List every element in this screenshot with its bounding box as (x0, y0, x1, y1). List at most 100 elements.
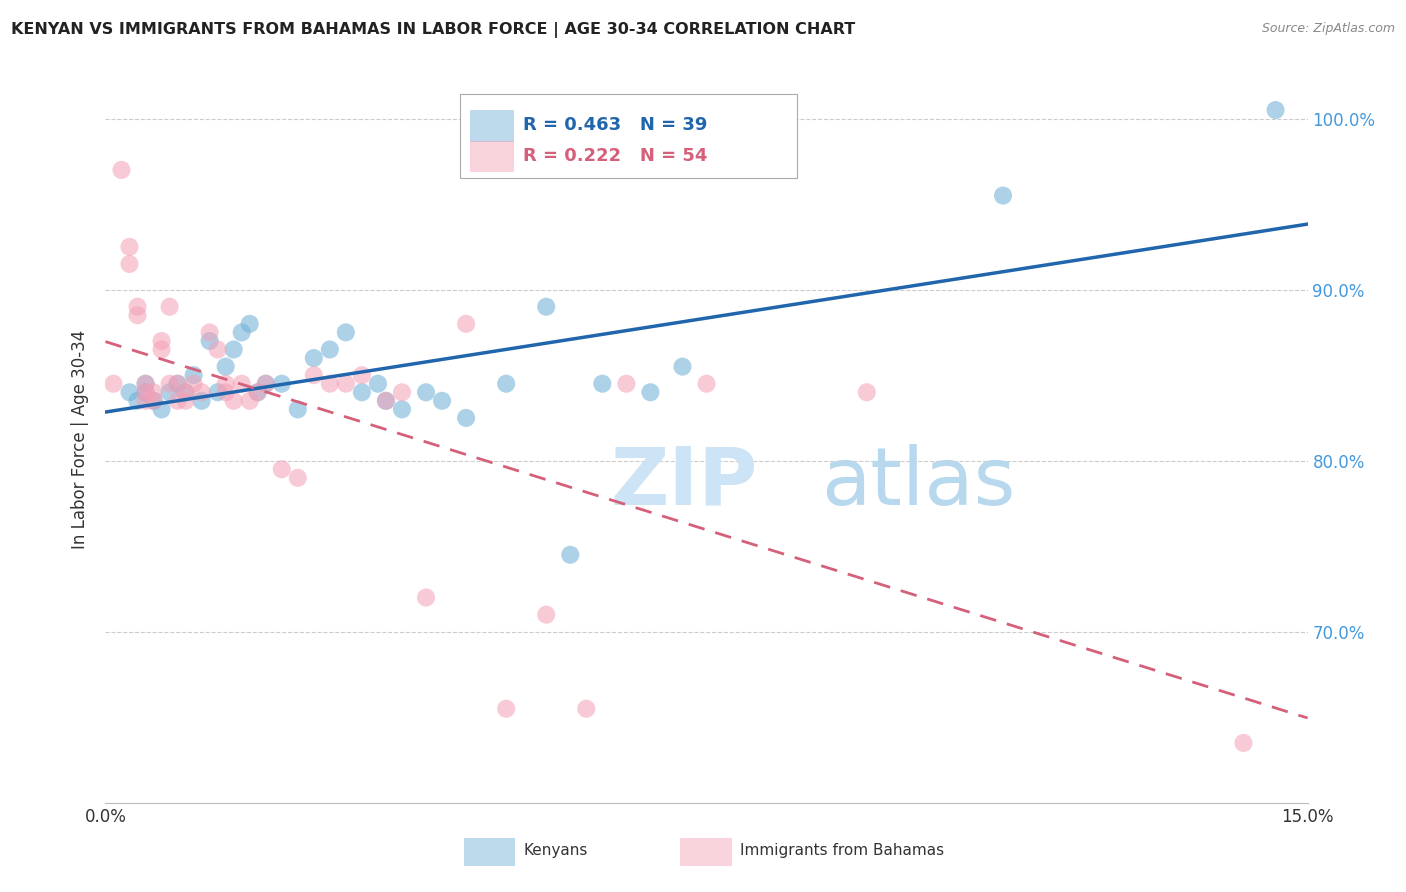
Point (415, 385, 437, 400)
Point (135, 376, 157, 391)
Point (166, 376, 188, 391)
Y-axis label: In Labor Force | Age 30-34: In Labor Force | Age 30-34 (72, 330, 90, 549)
Point (239, 393, 262, 408)
Point (214, 376, 236, 391)
Point (118, 385, 141, 400)
Point (287, 402, 309, 417)
Point (374, 393, 398, 408)
Point (239, 317, 262, 331)
Text: R = 0.463   N = 39: R = 0.463 N = 39 (523, 116, 707, 135)
Point (127, 393, 149, 408)
Point (183, 368, 205, 383)
Point (246, 385, 269, 400)
Point (127, 300, 149, 314)
Text: Immigrants from Bahamas: Immigrants from Bahamas (740, 843, 945, 858)
Point (135, 385, 157, 400)
Point (198, 334, 221, 348)
Point (150, 402, 173, 417)
Point (391, 402, 413, 417)
Point (110, 162, 132, 177)
Text: R = 0.222   N = 54: R = 0.222 N = 54 (523, 147, 707, 165)
Point (222, 393, 245, 408)
Point (287, 471, 309, 485)
Point (150, 343, 173, 357)
Text: KENYAN VS IMMIGRANTS FROM BAHAMAS IN LABOR FORCE | AGE 30-34 CORRELATION CHART: KENYAN VS IMMIGRANTS FROM BAHAMAS IN LAB… (11, 22, 855, 38)
Point (495, 702, 517, 716)
Point (231, 376, 253, 391)
Point (696, 376, 718, 391)
Point (367, 376, 389, 391)
Text: atlas: atlas (821, 444, 1015, 522)
FancyBboxPatch shape (470, 110, 513, 141)
Point (159, 300, 181, 314)
Point (254, 376, 277, 391)
Point (214, 359, 236, 374)
Point (207, 343, 229, 357)
Point (415, 591, 437, 605)
Point (855, 385, 877, 400)
Point (495, 376, 517, 391)
Text: ZIP: ZIP (610, 444, 758, 522)
Point (118, 240, 141, 254)
Point (207, 385, 229, 400)
Point (222, 343, 245, 357)
Point (640, 385, 662, 400)
Point (190, 385, 212, 400)
Point (591, 376, 613, 391)
Point (166, 393, 188, 408)
Point (560, 548, 582, 562)
Text: Source: ZipAtlas.com: Source: ZipAtlas.com (1261, 22, 1395, 36)
Point (991, 188, 1014, 202)
Point (118, 257, 141, 271)
Point (456, 411, 478, 425)
Point (456, 317, 478, 331)
Point (319, 376, 342, 391)
Point (575, 702, 598, 716)
Point (671, 359, 693, 374)
Text: Kenyans: Kenyans (524, 843, 588, 858)
Point (374, 393, 398, 408)
Point (350, 385, 373, 400)
Point (198, 326, 221, 340)
Point (103, 376, 125, 391)
Point (159, 376, 181, 391)
Point (430, 393, 453, 408)
Point (174, 393, 197, 408)
Point (534, 607, 557, 622)
Point (135, 393, 157, 408)
FancyBboxPatch shape (470, 141, 513, 171)
Point (302, 351, 325, 365)
Point (270, 376, 292, 391)
Point (231, 326, 253, 340)
Point (150, 334, 173, 348)
FancyBboxPatch shape (681, 838, 731, 864)
Point (270, 462, 292, 476)
Point (174, 385, 197, 400)
Point (302, 368, 325, 383)
Point (142, 393, 165, 408)
Point (214, 385, 236, 400)
Point (1264, 103, 1286, 117)
Point (335, 376, 357, 391)
Point (166, 376, 188, 391)
Point (616, 376, 638, 391)
Point (391, 385, 413, 400)
Point (142, 385, 165, 400)
Point (127, 308, 149, 322)
Point (135, 376, 157, 391)
Point (159, 385, 181, 400)
Point (319, 343, 342, 357)
Point (135, 385, 157, 400)
Point (1232, 736, 1254, 750)
Point (246, 385, 269, 400)
Point (335, 326, 357, 340)
Point (183, 376, 205, 391)
FancyBboxPatch shape (460, 94, 797, 178)
Point (254, 376, 277, 391)
Point (142, 393, 165, 408)
FancyBboxPatch shape (464, 838, 515, 864)
Point (190, 393, 212, 408)
Point (350, 368, 373, 383)
Point (534, 300, 557, 314)
Point (174, 385, 197, 400)
